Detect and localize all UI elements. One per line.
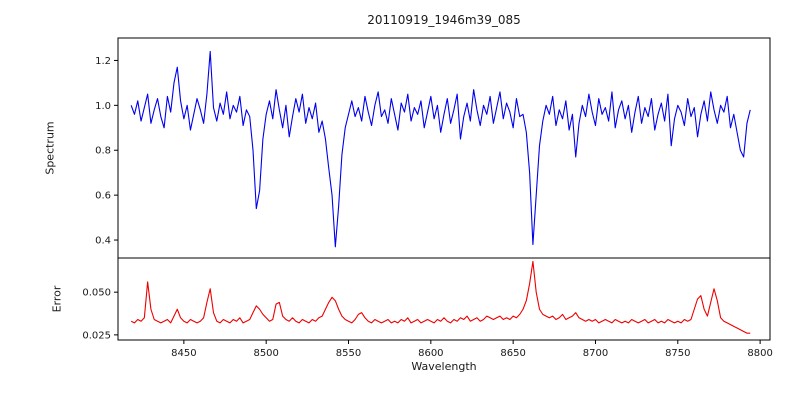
spectrum-ytick-label: 0.8	[95, 146, 111, 157]
y-axis-label-spectrum: Spectrum	[43, 121, 57, 175]
xtick-label: 8550	[336, 348, 361, 359]
error-frame	[117, 257, 771, 341]
y-axis-label-error: Error	[50, 285, 64, 313]
xtick-label: 8450	[171, 348, 196, 359]
spectrum-series-line	[130, 50, 751, 248]
error-series-line	[130, 260, 751, 334]
xtick-label: 8700	[583, 348, 608, 359]
spectrum-ytick-label: 0.4	[95, 236, 111, 247]
error-ytick-label: 0.050	[82, 288, 111, 299]
plot-title: 20110919_1946m39_085	[367, 13, 521, 27]
spectrum-ytick-label: 1.2	[95, 56, 111, 67]
spectrum-ytick-label: 0.6	[95, 191, 111, 202]
xtick-label: 8600	[418, 348, 443, 359]
xtick-label: 8800	[747, 348, 772, 359]
xtick-label: 8750	[665, 348, 690, 359]
xtick-label: 8650	[500, 348, 525, 359]
x-axis-label: Wavelength	[411, 360, 477, 373]
spectrum-ytick-label: 1.0	[95, 101, 111, 112]
error-ytick-label: 0.025	[82, 330, 111, 341]
spectrum-frame	[117, 37, 771, 259]
xtick-label: 8500	[253, 348, 278, 359]
